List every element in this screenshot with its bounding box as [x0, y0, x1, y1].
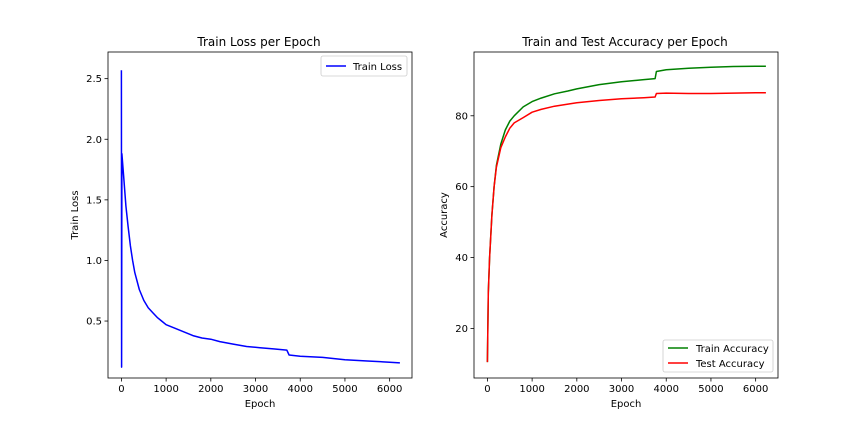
loss-x-tick-label: 6000	[377, 384, 402, 395]
accuracy-y-axis-ticks: 20 40 60 80	[455, 111, 474, 335]
loss-x-tick-label: 0	[118, 384, 124, 395]
accuracy-x-tick-label: 2000	[564, 384, 589, 395]
loss-x-axis-label: Epoch	[245, 399, 276, 410]
accuracy-y-tick-label: 40	[455, 253, 468, 264]
accuracy-chart: Train and Test Accuracy per Epoch 0 1000 2…	[439, 35, 779, 410]
loss-y-tick-label: 1.5	[86, 195, 102, 206]
loss-y-tick-label: 0.5	[86, 317, 102, 328]
accuracy-legend: Train Accuracy Test Accuracy	[662, 339, 774, 373]
accuracy-chart-marks	[486, 65, 766, 363]
accuracy-x-axis-ticks: 0 1000 2000 3000 4000 5000 6000	[484, 378, 768, 395]
loss-y-tick-label: 2.5	[86, 74, 102, 85]
loss-x-tick-label: 2000	[198, 384, 223, 395]
loss-y-axis-label: Train Loss	[70, 190, 81, 240]
accuracy-legend-label-test: Test Accuracy	[695, 359, 765, 370]
loss-y-tick-label: 1.0	[86, 256, 102, 267]
loss-chart-marks	[120, 70, 400, 368]
accuracy-x-tick-label: 4000	[654, 384, 679, 395]
accuracy-series-line-1	[486, 92, 766, 363]
loss-x-tick-label: 3000	[243, 384, 268, 395]
accuracy-y-tick-label: 20	[455, 324, 468, 335]
loss-legend: Train Loss	[320, 55, 408, 77]
loss-legend-box	[320, 55, 408, 77]
loss-y-axis-ticks: 0.5 1.0 1.5 2.0 2.5	[86, 74, 108, 328]
accuracy-y-axis-label: Accuracy	[439, 192, 450, 238]
loss-y-tick-label: 2.0	[86, 135, 102, 146]
accuracy-x-tick-label: 3000	[609, 384, 634, 395]
accuracy-x-axis-label: Epoch	[611, 399, 642, 410]
loss-x-tick-label: 5000	[332, 384, 357, 395]
loss-series-line-0	[120, 70, 400, 368]
accuracy-x-tick-label: 0	[484, 384, 490, 395]
loss-chart-title: Train Loss per Epoch	[196, 35, 320, 49]
loss-chart-frame	[107, 51, 413, 379]
loss-x-tick-label: 4000	[288, 384, 313, 395]
accuracy-x-tick-label: 6000	[743, 384, 768, 395]
accuracy-y-tick-label: 60	[455, 182, 468, 193]
loss-chart: Train Loss per Epoch 0 1000 2000 3000 4000 50…	[70, 35, 413, 410]
accuracy-x-tick-label: 5000	[698, 384, 723, 395]
loss-x-axis-ticks: 0 1000 2000 3000 4000 5000 6000	[118, 378, 402, 395]
accuracy-chart-frame	[473, 51, 779, 379]
accuracy-y-tick-label: 80	[455, 111, 468, 122]
accuracy-x-tick-label: 1000	[519, 384, 544, 395]
accuracy-legend-label-train: Train Accuracy	[695, 344, 769, 355]
accuracy-chart-title: Train and Test Accuracy per Epoch	[521, 35, 728, 49]
loss-legend-label: Train Loss	[352, 62, 402, 73]
loss-x-tick-label: 1000	[153, 384, 178, 395]
accuracy-legend-box	[662, 339, 774, 373]
